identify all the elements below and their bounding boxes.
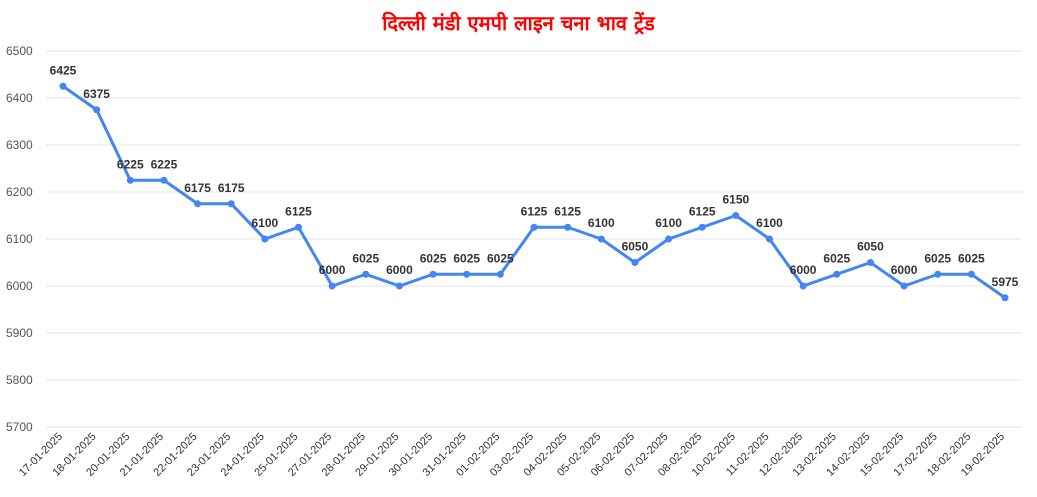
data-point [665,235,673,243]
y-tick-label: 5700 [6,420,33,434]
data-point [496,270,504,278]
data-point [227,200,235,208]
data-label: 6125 [285,204,312,218]
data-label: 6125 [554,204,581,218]
data-label: 6225 [117,157,144,171]
data-point [160,176,168,184]
data-point [597,235,605,243]
data-point [866,259,874,266]
data-point [564,223,572,231]
data-point [799,282,807,290]
data-label: 6000 [319,263,346,277]
data-point [429,270,437,278]
data-label: 6025 [958,251,985,265]
data-point [732,212,740,219]
data-label: 6175 [218,181,245,195]
data-point [126,176,134,184]
data-label: 6025 [453,251,480,265]
data-point [295,223,302,231]
data-point [463,270,471,278]
data-label: 6100 [756,216,783,230]
data-point [93,106,101,114]
data-label: 6025 [924,251,951,265]
data-point [59,82,67,90]
data-label: 6025 [420,251,447,265]
data-label: 6050 [622,240,649,254]
chart-title: दिल्ली मंडी एमपी लाइन चना भाव ट्रेंड [382,11,655,35]
y-tick-label: 6200 [6,185,33,199]
data-label: 5975 [992,275,1019,289]
data-point [967,270,975,278]
data-point [900,282,908,290]
data-point [1001,294,1009,302]
y-tick-label: 6500 [6,44,33,58]
data-point [766,235,773,243]
data-label: 6375 [83,87,110,101]
data-label: 6000 [891,263,918,277]
y-tick-label: 6400 [6,91,33,105]
data-label: 6175 [184,181,211,195]
data-label: 6100 [655,216,682,230]
data-point [934,270,942,278]
data-label: 6025 [352,251,379,265]
data-point [194,200,202,208]
y-tick-label: 5900 [6,326,33,340]
data-point [395,282,403,290]
data-label: 6100 [588,216,615,230]
data-point [530,223,538,231]
data-point [631,259,639,266]
data-label: 6000 [386,263,413,277]
y-tick-label: 6300 [6,138,33,152]
data-point [698,223,706,231]
data-label: 6000 [790,263,817,277]
y-tick-label: 5800 [6,373,33,387]
data-label: 6150 [723,193,750,207]
data-label: 6100 [252,216,279,230]
data-label: 6125 [521,204,548,218]
y-tick-label: 6000 [6,279,33,293]
data-point [261,235,269,243]
data-point [362,270,370,278]
data-point [328,282,336,290]
data-label: 6025 [487,251,514,265]
data-label: 6425 [50,63,77,77]
data-label: 6225 [151,157,178,171]
data-label: 6125 [689,204,716,218]
data-label: 6050 [857,240,884,254]
data-point [833,270,841,278]
y-tick-label: 6100 [6,232,33,246]
data-label: 6025 [823,251,850,265]
